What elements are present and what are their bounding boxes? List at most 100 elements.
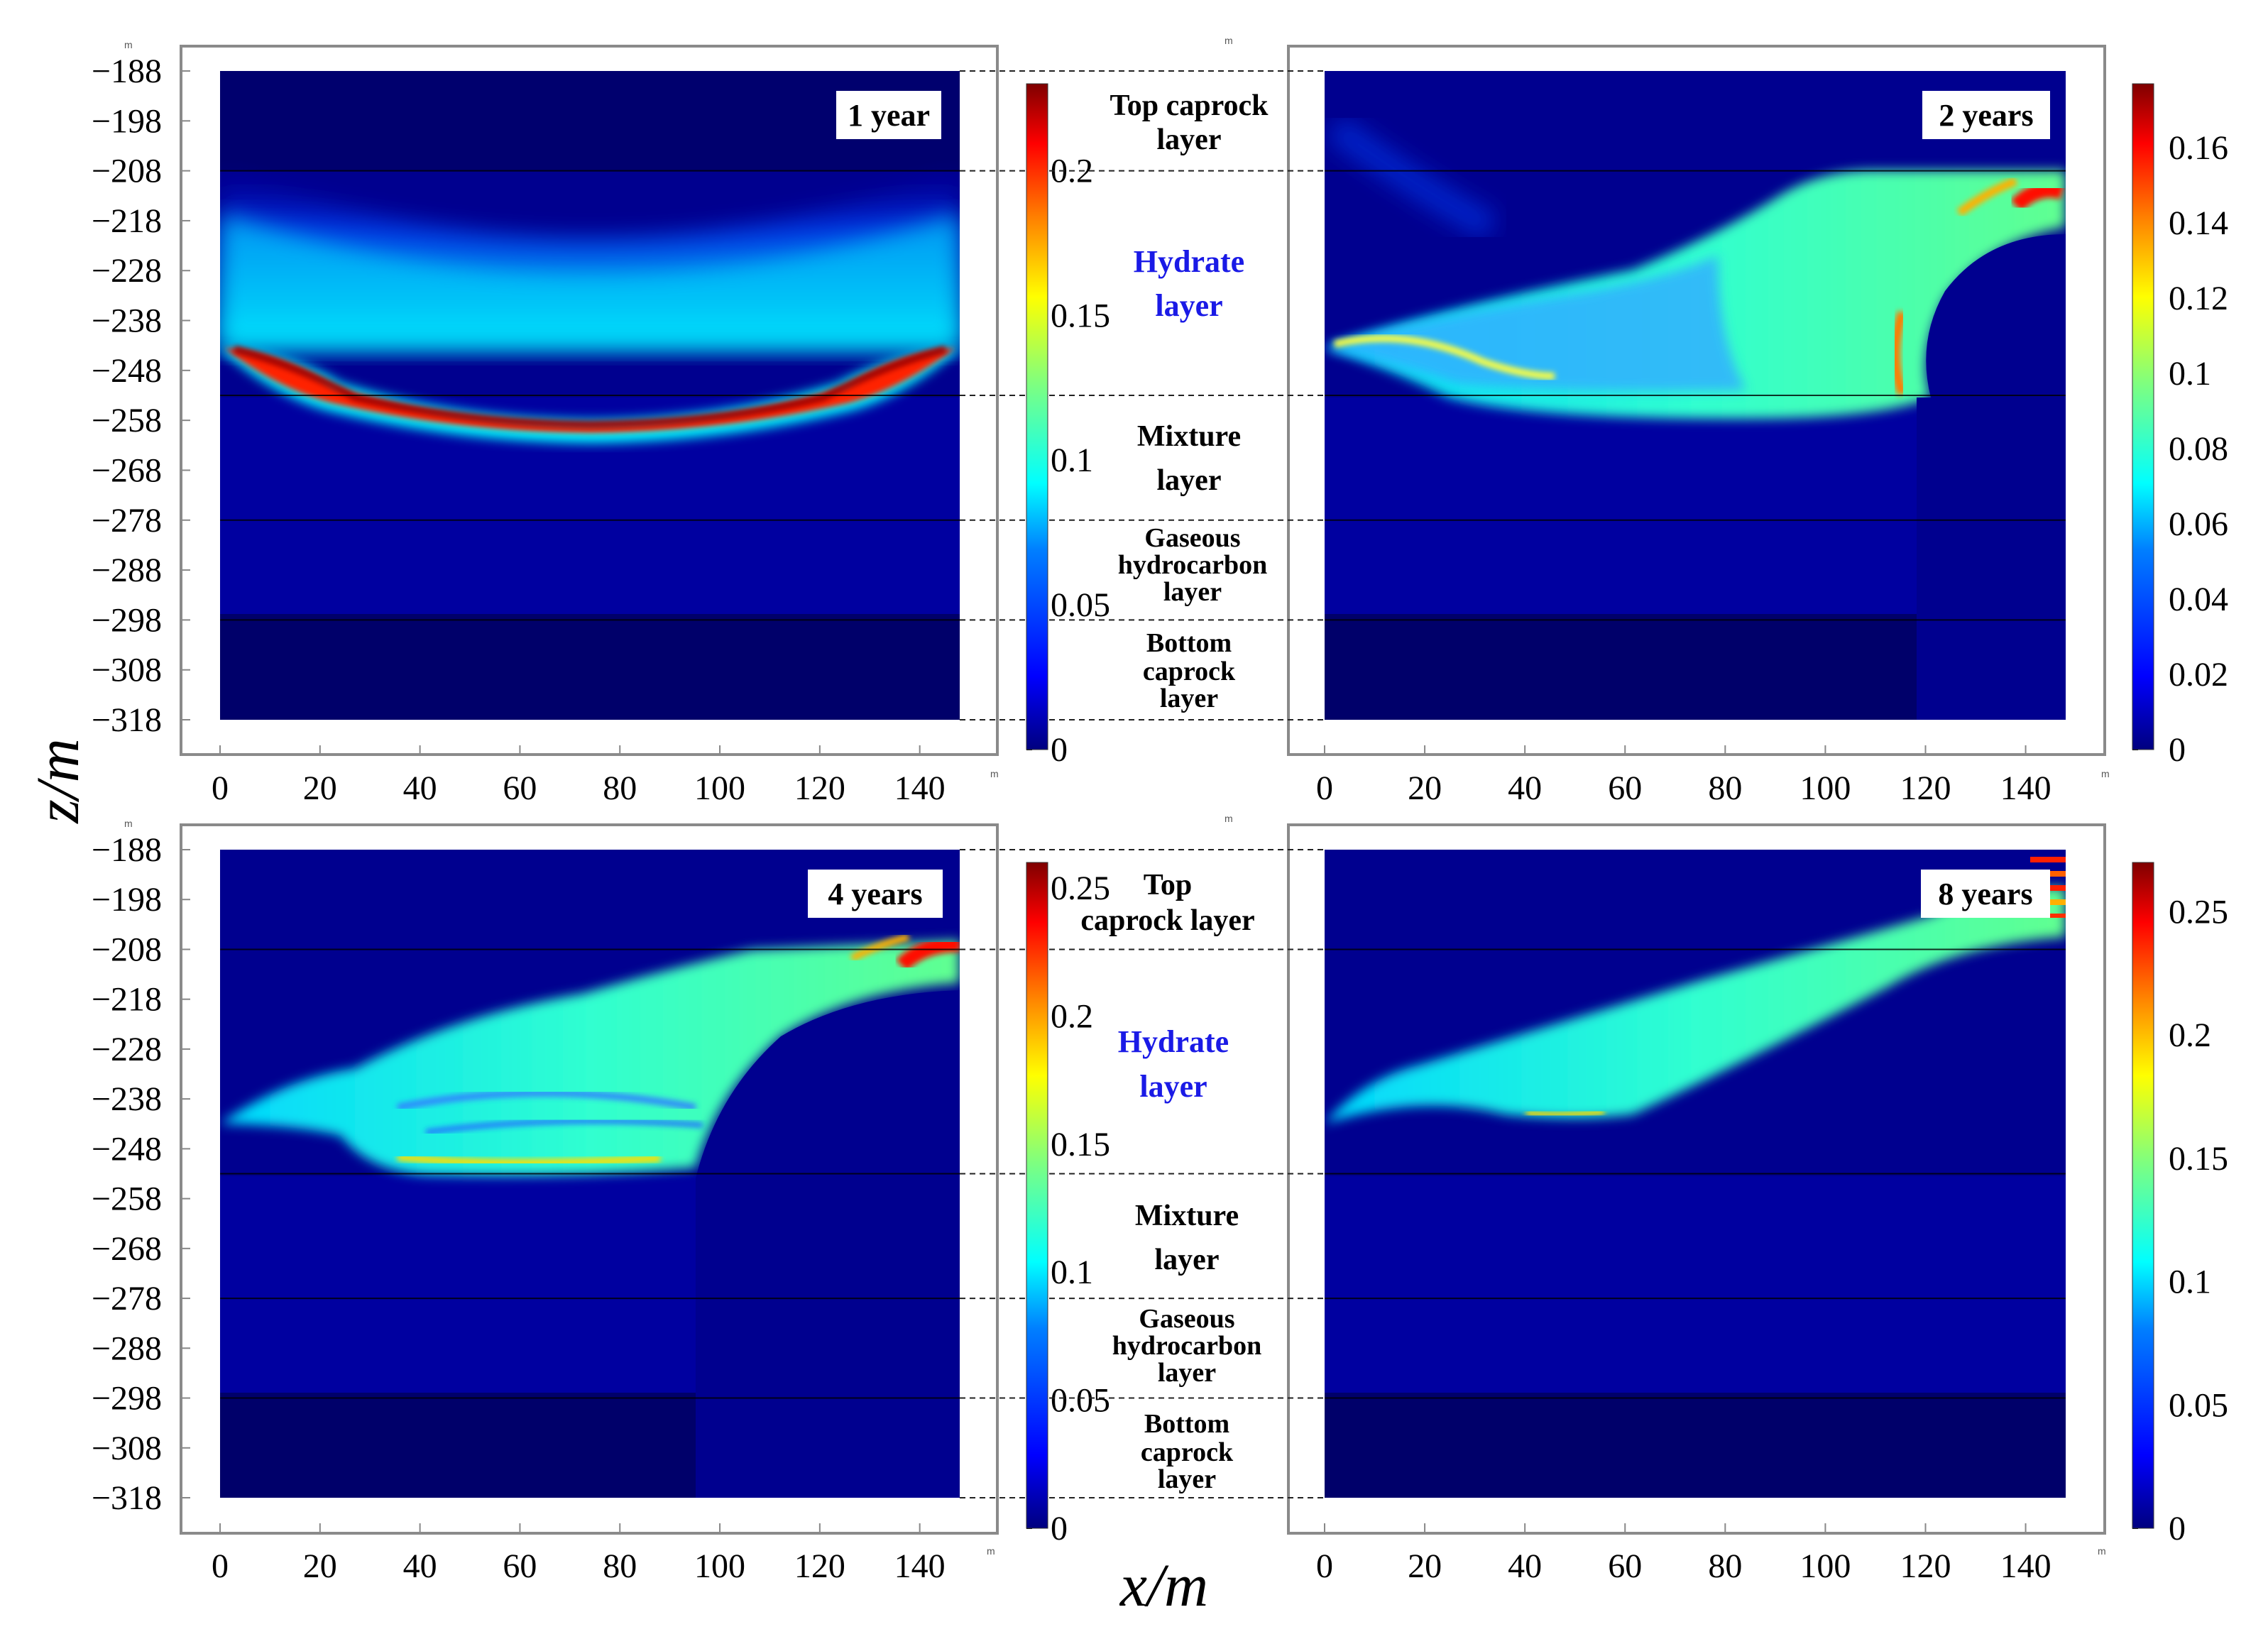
x-tick-label-1-0: 0 bbox=[212, 769, 229, 807]
layer-label-bottom-1c: layer bbox=[1160, 684, 1218, 713]
layer-label-mixture-2a: Mixture bbox=[1135, 1200, 1239, 1232]
x-tick-label-1-60: 60 bbox=[503, 769, 537, 807]
x-tick-label-4-40: 40 bbox=[1508, 1547, 1542, 1585]
layer-label-bottom-1a: Bottom bbox=[1146, 628, 1232, 658]
heatmap-1year bbox=[220, 71, 960, 720]
panel-title-2: 2 years bbox=[1939, 98, 2033, 133]
colorbar-label-2-3: 0.06 bbox=[2169, 505, 2228, 543]
colorbar-label-4-5: 0.25 bbox=[2169, 893, 2228, 931]
colorbar-1 bbox=[1026, 83, 1048, 750]
x-tick-label-2-140: 140 bbox=[2000, 769, 2051, 807]
layer-label-mixture-1a: Mixture bbox=[1137, 420, 1241, 453]
layer-label-top-caprock-2a: Top bbox=[1144, 869, 1193, 901]
unit-marker-8: m bbox=[2098, 1545, 2106, 1557]
x-axis-label: x/m bbox=[1119, 1551, 1208, 1619]
layer-label-gaseous-1b: hydrocarbon bbox=[1118, 550, 1267, 580]
x-tick-label-3-0: 0 bbox=[212, 1547, 229, 1585]
colorbar-label-2-0: 0 bbox=[2169, 731, 2186, 769]
panel-title-3: 4 years bbox=[828, 877, 922, 911]
panel-title-box-2 bbox=[1922, 91, 2050, 139]
y-tick-label-1-0: −188 bbox=[92, 53, 162, 90]
colorbar-label-3-5: 0.25 bbox=[1051, 870, 1110, 907]
colorbar-label-2-5: 0.1 bbox=[2169, 355, 2211, 393]
colorbar-label-1-2: 0.1 bbox=[1051, 442, 1093, 479]
unit-marker-5: m bbox=[1225, 813, 1233, 824]
y-tick-label-1-10: −288 bbox=[92, 552, 162, 589]
y-tick-label-1-6: −248 bbox=[92, 352, 162, 390]
colorbar-label-1-0: 0 bbox=[1051, 731, 1068, 769]
x-tick-label-2-80: 80 bbox=[1708, 769, 1742, 807]
x-tick-label-4-80: 80 bbox=[1708, 1547, 1742, 1585]
layer-label-mixture-1b: layer bbox=[1157, 464, 1222, 497]
x-tick-label-4-140: 140 bbox=[2000, 1547, 2051, 1585]
unit-marker-2: m bbox=[1225, 35, 1233, 46]
panel-frame-1 bbox=[180, 45, 999, 756]
x-tick-label-3-100: 100 bbox=[694, 1547, 745, 1585]
layer-label-hydrate-1b: layer bbox=[1155, 288, 1222, 323]
y-tick-label-3-13: −318 bbox=[92, 1479, 162, 1517]
x-tick-label-3-60: 60 bbox=[503, 1547, 537, 1585]
layer-label-gaseous-2c: layer bbox=[1158, 1358, 1216, 1388]
unit-marker-4: m bbox=[124, 818, 133, 829]
layer-label-gaseous-1c: layer bbox=[1163, 577, 1222, 607]
y-tick-label-3-6: −248 bbox=[92, 1130, 162, 1168]
x-tick-label-3-120: 120 bbox=[794, 1547, 845, 1585]
layer-label-gaseous-1a: Gaseous bbox=[1144, 523, 1240, 553]
colorbar-label-3-0: 0 bbox=[1051, 1510, 1068, 1547]
colorbar-label-2-7: 0.14 bbox=[2169, 204, 2228, 242]
colorbar-label-4-4: 0.2 bbox=[2169, 1016, 2211, 1054]
y-tick-label-1-12: −308 bbox=[92, 652, 162, 689]
layer-label-bottom-2c: layer bbox=[1158, 1464, 1216, 1494]
colorbar-label-3-4: 0.2 bbox=[1051, 997, 1093, 1035]
y-tick-label-3-1: −198 bbox=[92, 881, 162, 919]
colorbar-label-1-1: 0.05 bbox=[1051, 586, 1110, 624]
layer-label-hydrate-1a: Hydrate bbox=[1134, 244, 1244, 279]
layer-label-mixture-2b: layer bbox=[1155, 1244, 1220, 1276]
panel-title-box-3 bbox=[808, 870, 943, 918]
x-tick-label-2-0: 0 bbox=[1316, 769, 1333, 807]
y-tick-label-3-3: −218 bbox=[92, 981, 162, 1019]
colorbar-label-1-3: 0.15 bbox=[1051, 297, 1110, 334]
x-tick-label-4-100: 100 bbox=[1799, 1547, 1851, 1585]
colorbar-label-4-3: 0.15 bbox=[2169, 1140, 2228, 1178]
y-axis-label: z/m bbox=[23, 738, 92, 823]
layer-label-top-caprock-2b: caprock layer bbox=[1080, 904, 1254, 937]
y-tick-label-3-11: −298 bbox=[92, 1380, 162, 1418]
panel-frame-4 bbox=[1287, 823, 2106, 1535]
y-tick-label-1-8: −268 bbox=[92, 451, 162, 489]
colorbar-3 bbox=[1026, 862, 1048, 1529]
colorbar-2 bbox=[2132, 83, 2154, 750]
x-tick-label-3-40: 40 bbox=[403, 1547, 437, 1585]
colorbar-label-4-2: 0.1 bbox=[2169, 1263, 2211, 1301]
colorbar-label-4-1: 0.05 bbox=[2169, 1386, 2228, 1424]
layer-label-bottom-1b: caprock bbox=[1143, 657, 1236, 686]
colorbar-label-3-3: 0.15 bbox=[1051, 1126, 1110, 1163]
y-tick-label-3-9: −278 bbox=[92, 1280, 162, 1317]
colorbar-label-2-6: 0.12 bbox=[2169, 280, 2228, 317]
y-tick-label-1-7: −258 bbox=[92, 402, 162, 439]
x-tick-label-2-120: 120 bbox=[1900, 769, 1951, 807]
x-tick-label-2-60: 60 bbox=[1608, 769, 1642, 807]
colorbar-label-3-1: 0.05 bbox=[1051, 1382, 1110, 1420]
layer-label-gaseous-2b: hydrocarbon bbox=[1112, 1331, 1261, 1361]
y-tick-label-3-7: −258 bbox=[92, 1180, 162, 1218]
colorbar-label-2-2: 0.04 bbox=[2169, 581, 2228, 618]
x-tick-label-2-40: 40 bbox=[1508, 769, 1542, 807]
x-tick-label-3-20: 20 bbox=[303, 1547, 337, 1585]
y-tick-label-3-5: −238 bbox=[92, 1080, 162, 1118]
x-tick-label-4-60: 60 bbox=[1608, 1547, 1642, 1585]
x-tick-label-1-100: 100 bbox=[694, 769, 745, 807]
colorbar-label-3-2: 0.1 bbox=[1051, 1254, 1093, 1291]
y-tick-label-1-2: −208 bbox=[92, 153, 162, 190]
unit-marker-7: m bbox=[987, 1545, 995, 1557]
y-tick-label-3-4: −228 bbox=[92, 1031, 162, 1068]
colorbar-4 bbox=[2132, 862, 2154, 1529]
panel-title-box-4 bbox=[1921, 870, 2050, 918]
layer-label-hydrate-2a: Hydrate bbox=[1118, 1024, 1229, 1059]
x-tick-label-4-0: 0 bbox=[1316, 1547, 1333, 1585]
x-tick-label-2-20: 20 bbox=[1408, 769, 1442, 807]
x-tick-label-1-20: 20 bbox=[303, 769, 337, 807]
y-tick-label-3-0: −188 bbox=[92, 831, 162, 869]
x-tick-label-2-100: 100 bbox=[1799, 769, 1851, 807]
